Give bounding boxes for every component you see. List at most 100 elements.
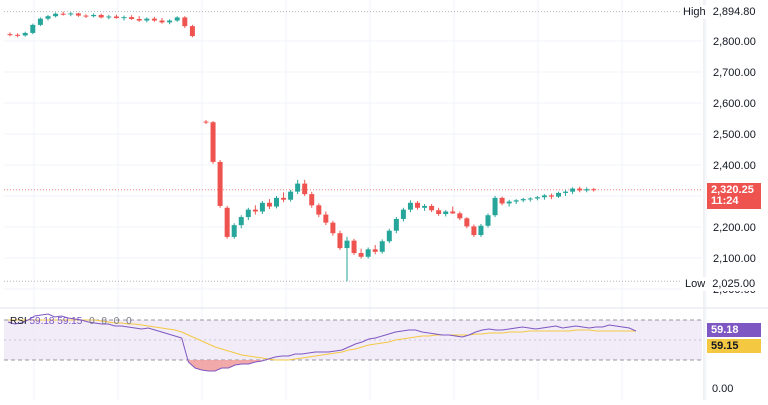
candle-body bbox=[443, 211, 449, 214]
candle-body bbox=[210, 122, 216, 162]
candle-body bbox=[15, 34, 21, 36]
candle-body bbox=[309, 194, 315, 206]
candle-body bbox=[577, 188, 583, 191]
rsi-legend-sma: 59.15 bbox=[57, 316, 83, 327]
candle-body bbox=[252, 209, 258, 212]
candle-body bbox=[379, 241, 385, 252]
candle-body bbox=[174, 17, 180, 21]
candle-body bbox=[344, 240, 350, 249]
candle-body bbox=[259, 202, 265, 212]
candle-body bbox=[556, 192, 561, 197]
candle-body bbox=[591, 189, 597, 191]
candle-body bbox=[499, 197, 505, 204]
rsi-legend-zero-3: 0 bbox=[113, 316, 120, 327]
candle-body bbox=[520, 199, 526, 201]
price-tick-label: 2,800.00 bbox=[713, 36, 756, 48]
low-label: Low bbox=[685, 278, 706, 290]
candle-body bbox=[182, 17, 188, 27]
candle-body bbox=[22, 32, 28, 36]
price-tick-label: 2,700.00 bbox=[713, 67, 756, 79]
rsi-sma-badge-value: 59.15 bbox=[711, 340, 739, 352]
candle-body bbox=[144, 18, 150, 21]
rsi-line bbox=[7, 313, 637, 372]
candle-body bbox=[429, 205, 435, 211]
high-value: 2,894.80 bbox=[712, 6, 756, 18]
candle-body bbox=[563, 191, 569, 193]
candle-body bbox=[337, 233, 343, 249]
candle-body bbox=[136, 18, 142, 21]
candle-body bbox=[106, 16, 112, 18]
candle-body bbox=[245, 209, 251, 218]
candle-body bbox=[98, 14, 104, 18]
candle-body bbox=[203, 121, 209, 123]
candle-body bbox=[407, 202, 413, 210]
candle-body bbox=[217, 161, 223, 206]
candle-body bbox=[541, 195, 547, 198]
candle-body bbox=[37, 18, 43, 25]
candle-body bbox=[45, 16, 51, 19]
candle-body bbox=[159, 20, 165, 23]
rsi-sma-badge: 59.15 bbox=[707, 339, 761, 353]
candle-body bbox=[330, 222, 336, 234]
candle-body bbox=[238, 217, 244, 226]
high-label-text: High 2,894.80 bbox=[680, 5, 759, 19]
candle-body bbox=[506, 201, 512, 204]
candle-body bbox=[288, 191, 294, 200]
candle-body bbox=[464, 218, 470, 227]
rsi-oversold-fill bbox=[188, 360, 262, 371]
rsi-title: RSI bbox=[10, 316, 27, 327]
candle-body bbox=[30, 24, 36, 33]
candle-body bbox=[570, 188, 576, 192]
candle-body bbox=[351, 240, 357, 254]
candle-body bbox=[274, 197, 279, 207]
price-tick-label: 2,200.00 bbox=[713, 222, 756, 234]
candle-body bbox=[513, 200, 519, 202]
high-label: High bbox=[683, 6, 706, 18]
candle-body bbox=[372, 249, 378, 252]
bar-countdown: 11:24 bbox=[711, 195, 739, 207]
candle-body bbox=[316, 205, 322, 215]
candle-body bbox=[450, 211, 456, 214]
candle-body bbox=[151, 18, 157, 21]
candle-body bbox=[584, 189, 590, 191]
candle-body bbox=[436, 210, 442, 214]
rsi-sma-line bbox=[8, 319, 636, 361]
rsi-badge-value: 59.18 bbox=[711, 324, 739, 336]
candle-body bbox=[231, 225, 237, 237]
candle-body bbox=[75, 13, 81, 16]
candle-body bbox=[68, 13, 74, 15]
rsi-value-badge: 59.18 bbox=[707, 323, 761, 337]
last-price-badge: 2,320.25 11:24 bbox=[707, 183, 761, 209]
candle-body bbox=[422, 205, 428, 208]
candle-body bbox=[189, 26, 195, 37]
candle-body bbox=[471, 226, 477, 236]
candle-body bbox=[113, 16, 119, 19]
candle-body bbox=[295, 183, 301, 192]
last-price-value: 2,320.25 bbox=[711, 184, 754, 196]
candle-body bbox=[266, 202, 272, 207]
candle-body bbox=[60, 13, 66, 15]
low-label-text: Low 2,025.00 bbox=[682, 277, 759, 291]
price-tick-label: 2,500.00 bbox=[713, 129, 756, 141]
candle-body bbox=[7, 34, 13, 36]
price-tick-label: 2,100.00 bbox=[713, 253, 756, 265]
candle-body bbox=[527, 198, 533, 200]
candle-body bbox=[83, 15, 89, 17]
low-value: 2,025.00 bbox=[712, 278, 756, 290]
rsi-legend-value: 59.18 bbox=[29, 316, 55, 327]
rsi-legend-zero-4: 0 bbox=[126, 316, 132, 327]
candle-body bbox=[478, 225, 484, 236]
candle-body bbox=[365, 249, 371, 257]
candle-body bbox=[393, 218, 399, 231]
candle-body bbox=[534, 197, 540, 199]
candle-body bbox=[302, 183, 308, 195]
candle-body bbox=[548, 195, 554, 197]
rsi-legend[interactable]: RSI 59.18 59.15 0 0 0 0 bbox=[10, 316, 132, 327]
candle-body bbox=[457, 213, 463, 219]
candle-body bbox=[358, 253, 364, 257]
candle-body bbox=[386, 230, 392, 242]
candle-body bbox=[53, 13, 59, 17]
rsi-axis-label: 0.00 bbox=[712, 383, 734, 395]
